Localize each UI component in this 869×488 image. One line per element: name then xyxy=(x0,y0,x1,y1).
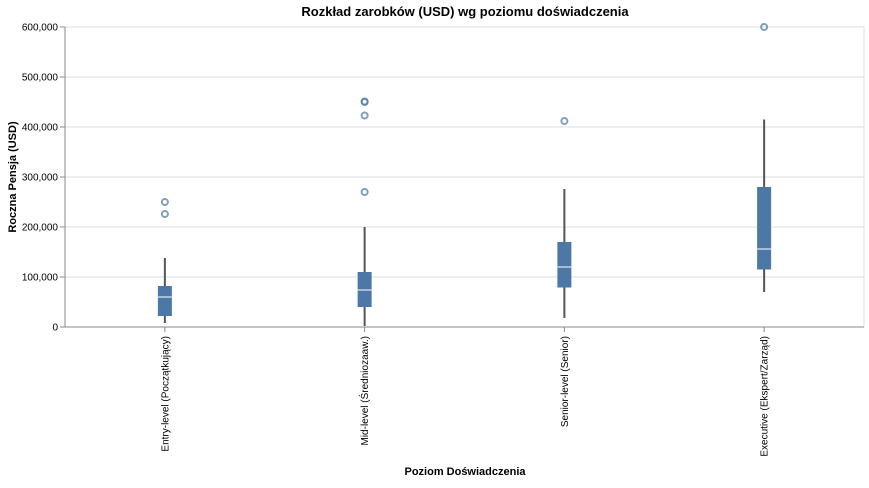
outlier-point xyxy=(160,198,169,206)
grid-lines xyxy=(64,26,865,328)
x-axis-label: Poziom Doświadczenia xyxy=(404,466,526,478)
iqr-box xyxy=(157,286,172,316)
x-tick-label: Senior-level (Senior) xyxy=(560,336,571,427)
y-axis-label: Roczna Pensja (USD) xyxy=(7,121,19,233)
iqr-box xyxy=(757,187,772,270)
y-tick-label: 600,000 xyxy=(22,23,59,34)
x-tick-label: Entry-level (Początkujący) xyxy=(160,336,171,452)
outlier-point xyxy=(360,97,369,106)
outlier-point xyxy=(360,111,369,120)
outlier-point xyxy=(160,210,169,218)
y-tick-label: 100,000 xyxy=(22,273,59,284)
iqr-box xyxy=(557,242,572,288)
box-marks xyxy=(157,23,772,326)
y-tick-label: 300,000 xyxy=(22,173,59,184)
chart-title: Rozkład zarobków (USD) wg poziomu doświa… xyxy=(301,4,629,19)
outlier-point xyxy=(360,188,369,196)
x-tick-label: Executive (Ekspert/Zarząd) xyxy=(760,336,771,457)
outlier-point xyxy=(760,23,769,31)
y-tick-label: 0 xyxy=(52,323,58,334)
x-tick-label: Mid-level (Średniozaaw.) xyxy=(358,336,371,446)
axes: 0 100,000 200,000 300,000 400,000 500,000 600,… xyxy=(22,23,864,457)
y-tick-label: 200,000 xyxy=(22,223,59,234)
outlier-point xyxy=(560,117,569,125)
y-tick-label: 500,000 xyxy=(22,73,59,84)
y-tick-label: 400,000 xyxy=(22,123,59,134)
